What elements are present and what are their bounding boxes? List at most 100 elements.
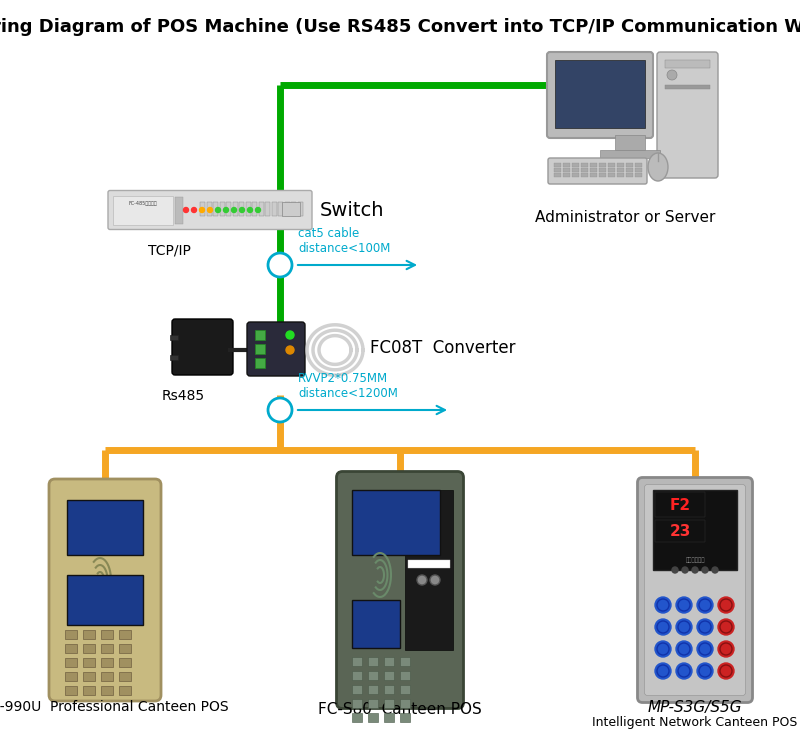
Circle shape [720,599,732,611]
Circle shape [657,665,669,677]
Bar [400,657,410,666]
Bar [653,490,737,570]
Bar [278,202,283,216]
Bar [384,685,394,694]
Text: Administrator or Server: Administrator or Server [535,210,715,225]
Text: TCP/IP: TCP/IP [148,243,191,257]
Circle shape [191,207,197,212]
Circle shape [697,663,713,679]
Bar [572,168,579,172]
Text: Wiring Diagram of POS Machine (Use RS485 Convert into TCP/IP Communication Way): Wiring Diagram of POS Machine (Use RS485… [0,18,800,36]
Bar [101,658,113,667]
Text: 23: 23 [670,523,690,539]
Circle shape [417,575,427,585]
Text: F2: F2 [670,498,690,512]
FancyBboxPatch shape [638,477,753,702]
Bar [368,713,378,722]
Circle shape [215,207,221,212]
Bar [665,60,710,68]
Bar [101,686,113,695]
Circle shape [699,621,711,633]
Circle shape [268,398,292,422]
Circle shape [183,207,189,212]
Text: Rs485: Rs485 [162,389,205,403]
Bar [617,168,624,172]
Circle shape [678,665,690,677]
Bar [554,168,561,172]
Bar [282,202,300,216]
Bar [400,671,410,680]
FancyBboxPatch shape [657,52,718,178]
Bar [119,658,131,667]
Bar [101,644,113,653]
Circle shape [699,665,711,677]
Bar [384,699,394,708]
Bar [400,685,410,694]
Bar [384,671,394,680]
Circle shape [702,567,708,573]
Text: MP-S3G/S5G: MP-S3G/S5G [648,700,742,715]
Bar [599,168,606,172]
Circle shape [676,641,692,657]
Bar [285,202,290,216]
Circle shape [676,663,692,679]
Circle shape [231,207,237,212]
Bar [170,335,178,340]
Bar [408,560,450,568]
Bar [352,685,362,694]
Bar [617,163,624,166]
Circle shape [655,619,671,635]
Circle shape [207,207,213,212]
Circle shape [718,641,734,657]
Bar [581,173,588,177]
Bar [291,202,296,216]
Bar [368,699,378,708]
Text: Switch: Switch [320,201,385,220]
FancyBboxPatch shape [247,322,305,376]
Bar [635,168,642,172]
Bar [384,713,394,722]
Circle shape [678,643,690,655]
Bar [271,202,277,216]
Bar [101,630,113,639]
Bar [352,699,362,708]
Bar [581,163,588,166]
Bar [67,575,143,625]
Bar [599,163,606,166]
Bar [255,358,265,368]
Circle shape [718,597,734,613]
Bar [590,168,597,172]
Bar [298,202,302,216]
Bar [400,699,410,708]
Bar [83,658,95,667]
Bar [226,202,231,216]
Circle shape [268,253,292,277]
Circle shape [699,643,711,655]
Circle shape [430,575,440,585]
Bar [563,168,570,172]
Bar [83,630,95,639]
Bar [608,163,615,166]
Bar [119,686,131,695]
Bar [626,163,633,166]
Bar [655,492,705,517]
Circle shape [720,621,732,633]
Bar [233,202,238,216]
Circle shape [697,597,713,613]
FancyBboxPatch shape [547,52,653,138]
Circle shape [286,346,294,354]
Bar [665,85,710,89]
FancyBboxPatch shape [337,472,463,709]
Bar [101,672,113,681]
Text: FC-S80  Canteen POS: FC-S80 Canteen POS [318,702,482,717]
Text: FC-485双向互通: FC-485双向互通 [129,201,158,206]
Circle shape [697,619,713,635]
Bar [626,173,633,177]
Circle shape [720,643,732,655]
Bar [608,173,615,177]
Circle shape [286,331,294,339]
Circle shape [697,641,713,657]
Circle shape [672,567,678,573]
Bar [608,168,615,172]
Bar [615,135,645,150]
